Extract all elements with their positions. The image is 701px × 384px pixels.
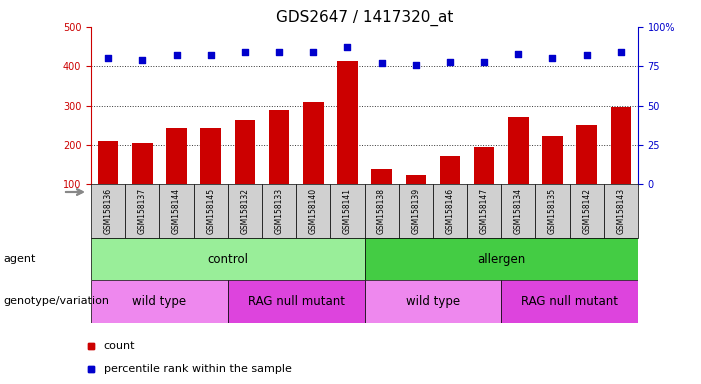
Bar — [297, 184, 330, 238]
Bar — [433, 184, 467, 238]
Bar — [125, 184, 160, 238]
Text: percentile rank within the sample: percentile rank within the sample — [104, 364, 292, 374]
Bar — [269, 109, 290, 223]
Bar — [98, 141, 118, 223]
Point — [615, 49, 627, 55]
Text: GSM158141: GSM158141 — [343, 188, 352, 234]
Text: GSM158140: GSM158140 — [308, 188, 318, 234]
Text: GSM158145: GSM158145 — [206, 188, 215, 234]
Bar — [228, 280, 365, 323]
Bar — [501, 280, 638, 323]
Bar — [200, 128, 221, 223]
Bar — [611, 107, 631, 223]
Bar — [399, 184, 433, 238]
Bar — [543, 136, 563, 223]
Point — [512, 51, 524, 57]
Bar — [91, 238, 365, 280]
Bar — [160, 184, 193, 238]
Point — [137, 57, 148, 63]
Point — [547, 55, 558, 61]
Bar — [536, 184, 570, 238]
Bar — [365, 184, 399, 238]
Point — [479, 58, 490, 65]
Text: GSM158144: GSM158144 — [172, 188, 181, 234]
Bar — [132, 143, 153, 223]
Bar — [228, 184, 262, 238]
Bar — [193, 184, 228, 238]
Bar — [569, 184, 604, 238]
Bar — [576, 125, 597, 223]
Point — [342, 44, 353, 50]
Bar — [405, 175, 426, 223]
Text: GSM158133: GSM158133 — [275, 188, 284, 234]
Text: GSM158142: GSM158142 — [582, 188, 591, 234]
Bar — [330, 184, 365, 238]
Bar — [365, 238, 638, 280]
Text: GSM158137: GSM158137 — [138, 188, 147, 234]
Text: GSM158132: GSM158132 — [240, 188, 250, 234]
Text: genotype/variation: genotype/variation — [4, 296, 109, 306]
Text: allergen: allergen — [477, 253, 525, 266]
Point — [102, 55, 114, 61]
Point — [273, 49, 285, 55]
Bar — [604, 184, 638, 238]
Text: GSM158139: GSM158139 — [411, 188, 421, 234]
Bar — [91, 184, 125, 238]
Bar — [337, 61, 358, 223]
Text: RAG null mutant: RAG null mutant — [247, 295, 345, 308]
Text: count: count — [104, 341, 135, 351]
Point — [205, 52, 217, 58]
Point — [308, 49, 319, 55]
Bar — [474, 147, 494, 223]
Text: GSM158134: GSM158134 — [514, 188, 523, 234]
Point — [410, 61, 421, 68]
Title: GDS2647 / 1417320_at: GDS2647 / 1417320_at — [275, 9, 454, 25]
Text: GSM158146: GSM158146 — [445, 188, 454, 234]
Text: wild type: wild type — [406, 295, 460, 308]
Bar — [235, 120, 255, 223]
Point — [171, 52, 182, 58]
Text: GSM158143: GSM158143 — [616, 188, 625, 234]
Bar — [91, 280, 228, 323]
Text: wild type: wild type — [132, 295, 186, 308]
Text: GSM158147: GSM158147 — [479, 188, 489, 234]
Text: control: control — [207, 253, 248, 266]
Bar — [365, 280, 501, 323]
Bar — [372, 169, 392, 223]
Text: agent: agent — [4, 254, 36, 264]
Bar — [440, 156, 460, 223]
Point — [444, 58, 456, 65]
Point — [239, 49, 250, 55]
Bar — [166, 128, 186, 223]
Text: RAG null mutant: RAG null mutant — [521, 295, 618, 308]
Text: GSM158136: GSM158136 — [104, 188, 113, 234]
Bar — [303, 103, 324, 223]
Bar — [467, 184, 501, 238]
Point — [581, 52, 592, 58]
Bar — [508, 118, 529, 223]
Bar — [501, 184, 536, 238]
Text: GSM158138: GSM158138 — [377, 188, 386, 234]
Point — [376, 60, 387, 66]
Bar — [262, 184, 296, 238]
Text: GSM158135: GSM158135 — [548, 188, 557, 234]
